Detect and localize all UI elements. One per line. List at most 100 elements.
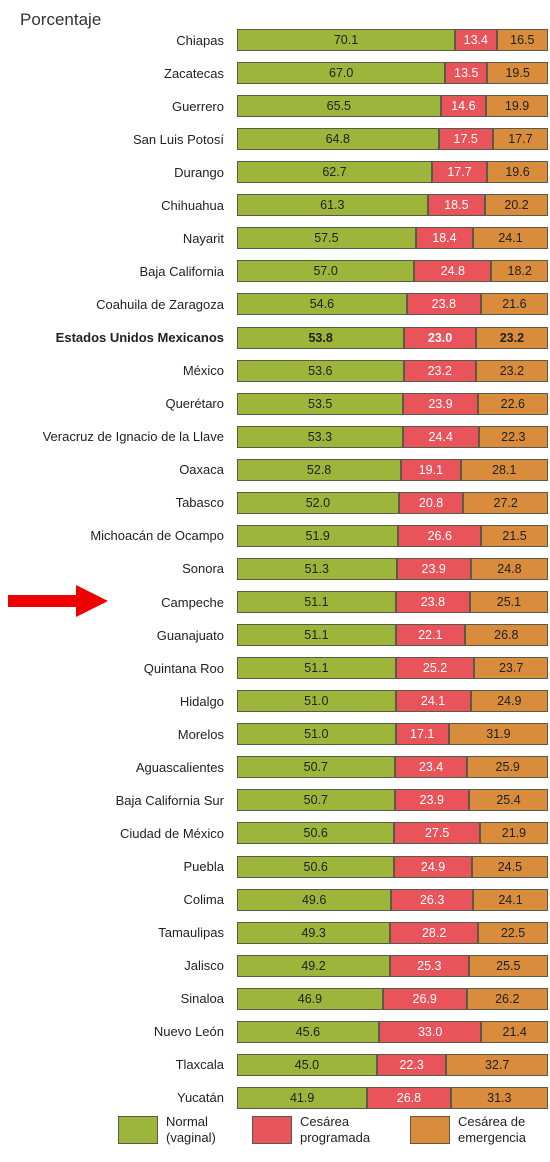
bar-segment: 45.0: [237, 1053, 377, 1076]
data-label: 19.5: [505, 66, 530, 81]
category-label: Jalisco: [184, 958, 224, 974]
category-label: Michoacán de Ocampo: [90, 528, 224, 544]
category-label: Veracruz de Ignacio de la Llave: [42, 429, 224, 445]
bar-segment: 24.9: [470, 690, 548, 713]
bar-segment: 53.8: [237, 326, 405, 349]
data-label: 19.6: [505, 165, 530, 180]
category-label: Guanajuato: [156, 627, 224, 643]
bar-segment: 28.1: [460, 458, 548, 481]
bar-segment: 25.5: [468, 954, 548, 977]
bar-segment: 23.9: [396, 557, 471, 580]
data-label: 23.7: [498, 661, 524, 676]
bar-segment: 17.7: [431, 161, 488, 184]
bar-segment: 24.8: [470, 557, 548, 580]
bar-segment: 22.1: [395, 624, 465, 647]
data-label: 20.2: [504, 198, 529, 213]
bar-segment: 23.8: [406, 293, 481, 316]
bar-segment: 24.1: [395, 690, 471, 713]
category-label: Tabasco: [175, 495, 224, 511]
data-label: 45.6: [295, 1024, 321, 1039]
bar-segment: 24.8: [414, 260, 492, 283]
bar-segment: 19.5: [487, 62, 548, 85]
data-label: 51.0: [304, 727, 329, 742]
data-label: 25.3: [417, 958, 442, 973]
data-label: 18.2: [507, 264, 532, 279]
bar-segment: 24.9: [394, 855, 472, 878]
bar-segment: 18.2: [491, 260, 548, 283]
data-label: 26.9: [412, 991, 437, 1006]
data-label: 21.9: [501, 826, 527, 841]
data-label: 25.4: [496, 793, 521, 808]
bar-segment: 50.6: [237, 855, 395, 878]
bar-segment: 51.0: [237, 723, 396, 746]
category-label: Zacatecas: [164, 65, 224, 81]
bar-segment: 17.5: [438, 128, 493, 151]
bar-segment: 49.2: [237, 954, 390, 977]
data-label: 16.5: [510, 33, 535, 47]
arrow: [8, 585, 108, 617]
data-label: 33.0: [417, 1024, 443, 1039]
data-label: 70.1: [333, 33, 359, 47]
bar-segment: 17.7: [492, 128, 548, 151]
data-label: 22.3: [501, 429, 526, 444]
bar-segment: 57.0: [237, 260, 415, 283]
bar-segment: 26.6: [398, 524, 482, 547]
category-label: Nayarit: [182, 230, 224, 246]
bar-segment: 24.4: [402, 425, 479, 448]
bar-segment: 51.9: [237, 524, 399, 547]
bar-segment: 23.4: [394, 756, 468, 779]
bar-segment: 51.1: [237, 624, 396, 647]
data-label: 24.1: [420, 694, 446, 709]
data-label: 22.1: [418, 628, 443, 643]
bar-segment: 25.1: [469, 591, 548, 614]
data-label: 45.0: [294, 1057, 320, 1072]
category-label: Morelos: [177, 726, 224, 742]
data-label: 26.3: [419, 892, 445, 907]
data-label: 24.8: [440, 264, 465, 279]
bar-segment: 23.2: [475, 326, 548, 349]
bar-segment: 25.3: [390, 954, 469, 977]
bar-segment: 70.1: [237, 29, 455, 51]
category-label: Ciudad de México: [119, 825, 224, 841]
bar-segment: 52.8: [237, 458, 402, 481]
bar-segment: 25.4: [469, 789, 548, 812]
data-label: 50.6: [303, 859, 328, 874]
data-label: 23.8: [431, 297, 456, 312]
data-label: 25.1: [496, 595, 522, 610]
bar-segment: 25.2: [395, 657, 475, 680]
data-label: 23.9: [428, 396, 453, 411]
category-label: Tlaxcala: [175, 1057, 224, 1073]
data-label: 24.5: [497, 859, 523, 874]
bar-segment: 23.7: [474, 657, 548, 680]
data-label: 23.9: [419, 793, 444, 808]
data-label: 65.5: [326, 99, 352, 114]
data-label: 19.1: [418, 462, 444, 477]
bar-segment: 18.4: [415, 227, 474, 250]
data-label: 67.0: [329, 66, 354, 81]
data-label: 23.2: [499, 363, 525, 378]
data-label: 51.0: [304, 694, 329, 709]
bar-segment: 13.4: [455, 29, 497, 51]
category-label: Guerrero: [171, 98, 224, 114]
category-label: San Luis Potosí: [132, 131, 224, 147]
data-label: 50.7: [303, 793, 328, 808]
legend-swatch: [118, 1116, 158, 1144]
data-label: 52.0: [305, 495, 331, 510]
bar-segment: 23.0: [404, 326, 476, 349]
category-label: Sonora: [182, 561, 224, 577]
bar-segment: 17.1: [395, 723, 449, 746]
data-label: 53.8: [308, 330, 333, 345]
bar-segment: 51.0: [237, 690, 396, 713]
data-label: 23.9: [421, 561, 446, 576]
bar-segment: 32.7: [446, 1053, 548, 1076]
bar-segment: 61.3: [237, 194, 428, 217]
category-label: Puebla: [183, 859, 224, 874]
data-label: 57.0: [313, 264, 338, 279]
data-label: 26.2: [495, 991, 520, 1006]
data-label: 23.2: [499, 330, 525, 345]
data-label: 57.5: [314, 231, 339, 246]
data-label: 20.8: [418, 495, 444, 510]
bar-segment: 24.1: [473, 227, 548, 250]
bar-segment: 54.6: [237, 293, 407, 316]
data-label: 53.6: [308, 363, 333, 378]
